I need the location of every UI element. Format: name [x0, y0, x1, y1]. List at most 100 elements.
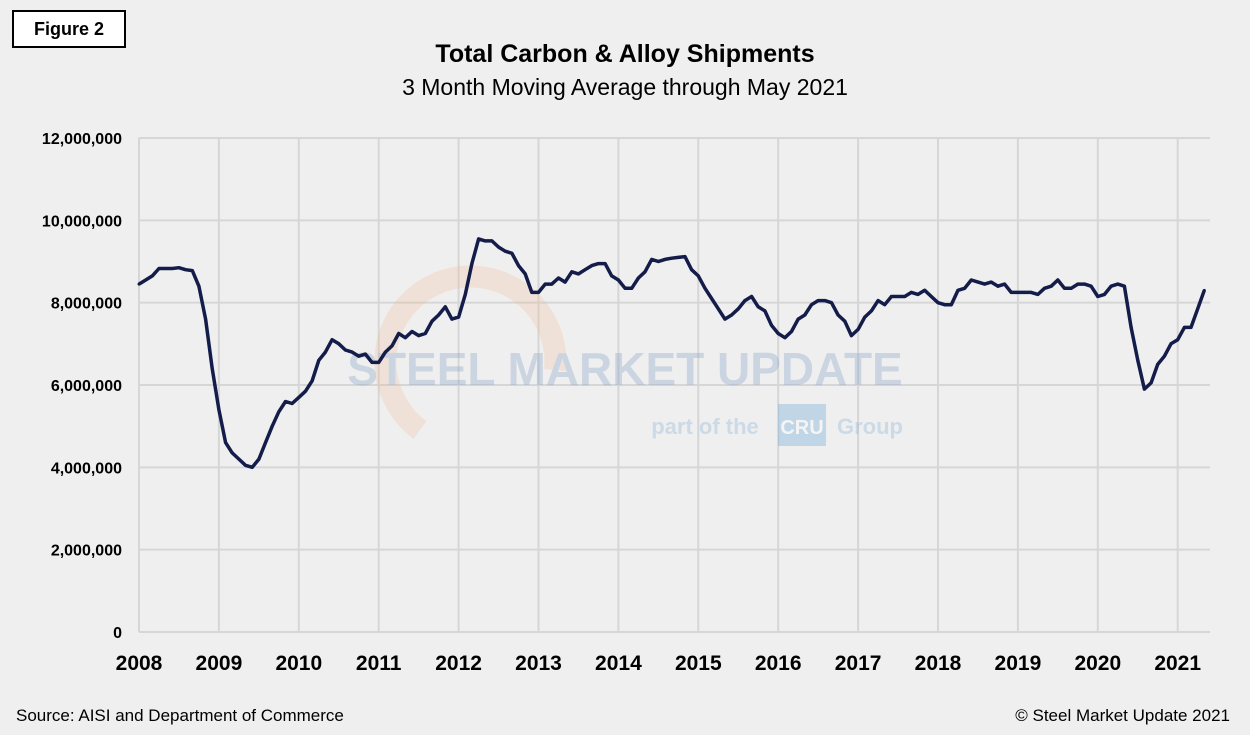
data-point [283, 399, 287, 403]
data-point [610, 274, 614, 278]
data-point [983, 282, 987, 286]
data-point [370, 360, 374, 364]
data-point [217, 408, 221, 412]
data-point [1122, 284, 1126, 288]
data-point [696, 274, 700, 278]
data-point [297, 395, 301, 399]
data-point [1029, 290, 1033, 294]
data-point [670, 256, 674, 260]
data-point [683, 255, 687, 259]
y-tick-label: 2,000,000 [51, 543, 122, 560]
data-point [237, 457, 241, 461]
y-tick-label: 0 [113, 625, 122, 642]
data-point [1016, 290, 1020, 294]
data-point [543, 282, 547, 286]
data-point [550, 282, 554, 286]
data-point [397, 332, 401, 336]
data-point [903, 294, 907, 298]
data-point [190, 269, 194, 273]
data-point [1043, 286, 1047, 290]
data-point [989, 280, 993, 284]
data-point [224, 441, 228, 445]
y-tick-label: 4,000,000 [51, 460, 122, 477]
data-point [916, 292, 920, 296]
data-point [144, 278, 148, 282]
data-point [590, 264, 594, 268]
data-point [616, 278, 620, 282]
data-point [896, 294, 900, 298]
x-tick-label: 2014 [595, 652, 642, 675]
data-point [230, 451, 234, 455]
data-point [843, 319, 847, 323]
figure-label: Figure 2 [12, 10, 126, 48]
data-point [1142, 387, 1146, 391]
data-point [809, 303, 813, 307]
data-point [723, 317, 727, 321]
data-point [184, 268, 188, 272]
data-point [1102, 292, 1106, 296]
data-point [716, 307, 720, 311]
data-point [869, 309, 873, 313]
data-point [1169, 342, 1173, 346]
data-point [303, 389, 307, 393]
data-point [457, 315, 461, 319]
data-point [363, 352, 367, 356]
data-point [703, 286, 707, 290]
data-point [656, 260, 660, 263]
data-point [949, 303, 953, 307]
data-point [490, 239, 494, 243]
data-point [690, 268, 694, 272]
data-point [1129, 325, 1133, 329]
data-point [470, 262, 474, 266]
data-point [137, 282, 141, 286]
x-tick-label: 2013 [515, 652, 562, 675]
data-point [270, 424, 274, 428]
data-point [776, 332, 780, 336]
watermark-cru-logo: CRU [780, 417, 823, 439]
data-point [197, 284, 201, 288]
y-tick-label: 12,000,000 [42, 131, 122, 148]
data-point [450, 317, 454, 321]
data-point [643, 270, 647, 274]
data-point [750, 294, 754, 298]
data-point [623, 286, 627, 290]
x-tick-label: 2010 [275, 652, 322, 675]
data-point [736, 307, 740, 311]
data-point [477, 237, 481, 241]
data-point [410, 329, 414, 333]
copyright-note: © Steel Market Update 2021 [1015, 706, 1230, 725]
data-point [437, 313, 441, 317]
data-point [796, 317, 800, 321]
data-point [390, 344, 394, 348]
data-point [1196, 307, 1200, 311]
x-tick-label: 2020 [1074, 652, 1121, 675]
data-point [1116, 282, 1120, 286]
data-point [576, 272, 580, 276]
watermark-logo: STEEL MARKET UPDATE part of the CRU Grou… [347, 265, 903, 446]
data-point [1182, 325, 1186, 329]
data-point [1003, 282, 1007, 286]
data-point [829, 301, 833, 305]
data-point [1202, 288, 1206, 292]
x-tick-label: 2012 [435, 652, 482, 675]
data-point [783, 336, 787, 340]
data-point [636, 276, 640, 280]
data-point [816, 299, 820, 303]
data-point [204, 317, 208, 321]
data-point [630, 286, 634, 290]
data-point [976, 280, 980, 284]
data-point [1096, 294, 1100, 298]
data-point [1109, 284, 1113, 288]
data-point [856, 327, 860, 331]
data-point [277, 410, 281, 414]
x-tick-label: 2017 [835, 652, 882, 675]
x-tick-label: 2018 [915, 652, 962, 675]
data-point [583, 268, 587, 272]
data-point [823, 299, 827, 303]
data-point [244, 463, 248, 467]
data-point [556, 276, 560, 280]
x-tick-label: 2021 [1154, 652, 1201, 675]
data-point [1162, 354, 1166, 358]
data-point [1036, 292, 1040, 296]
